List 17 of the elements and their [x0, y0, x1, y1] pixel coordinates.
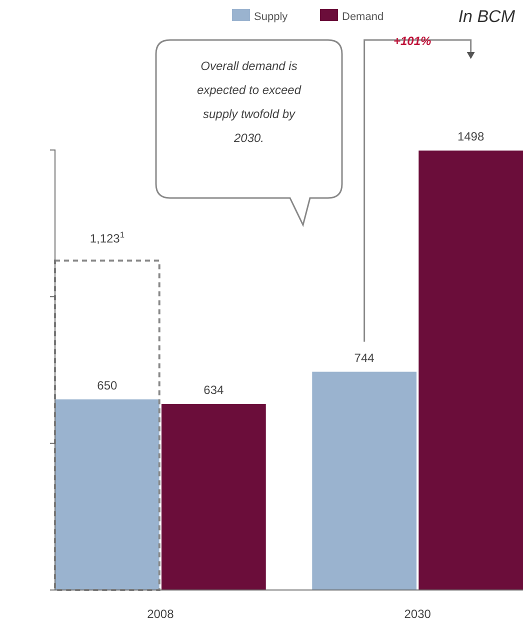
- data-label: 634: [204, 383, 224, 398]
- x-tick-label: 2030: [404, 607, 432, 621]
- bar: [55, 399, 160, 590]
- bar: [312, 372, 417, 590]
- data-label: 1,123$^{1}$: [90, 230, 125, 246]
- bar: [418, 150, 523, 590]
- data-label: 650: [97, 378, 118, 392]
- data-label: 744: [354, 350, 375, 365]
- bar: [161, 404, 266, 590]
- text: +101%: [393, 34, 432, 48]
- bar: [54, 260, 160, 591]
- chart-subtitle: In BCM: [458, 7, 516, 26]
- legend-label: Demand: [342, 11, 384, 23]
- text: Overall demand is expected to exceed supply twofold by 2030.: [196, 59, 302, 145]
- data-label: 1498: [457, 130, 484, 144]
- x-tick-label: 2008: [147, 607, 174, 621]
- legend-label: Supply: [254, 11, 288, 23]
